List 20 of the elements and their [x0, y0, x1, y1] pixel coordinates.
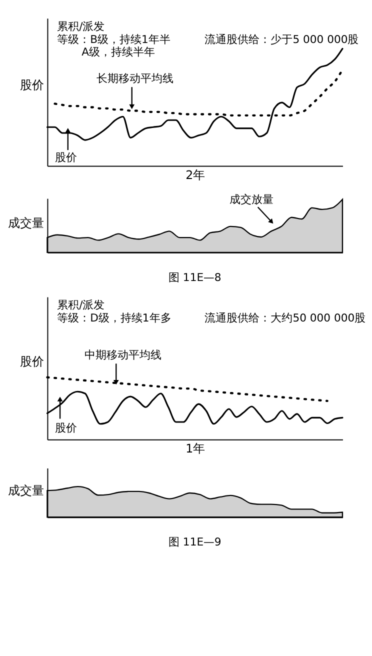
annotation: 长期移动平均线	[96, 72, 174, 86]
text: 流通股供给：少于5 000 000股	[204, 32, 359, 46]
annotation: 股价	[55, 150, 78, 164]
text: 等级：B级，持续1年半	[57, 32, 170, 46]
annotation: 股价	[55, 422, 78, 435]
annotation: 成交放量	[229, 193, 274, 206]
x-axis-title: 2年	[186, 168, 206, 182]
text: 累积/派发	[57, 298, 105, 312]
x-axis-title: 1年	[186, 442, 206, 456]
text: 累积/派发	[57, 20, 105, 33]
text: 等级：D级，持续1年多	[57, 311, 172, 324]
y-axis-title: 股价	[20, 354, 44, 368]
annotation: A级，持续半年	[82, 46, 156, 59]
y-axis-title: 成交量	[8, 484, 44, 498]
caption: 图 11E—9	[168, 536, 222, 549]
text: 中期移动平均线	[84, 348, 162, 362]
text: 流通股供给：大约50 000 000股	[204, 311, 366, 324]
y-axis-title: 股价	[20, 78, 44, 92]
caption: 图 11E—8	[168, 270, 222, 284]
y-axis-title: 成交量	[8, 216, 44, 230]
